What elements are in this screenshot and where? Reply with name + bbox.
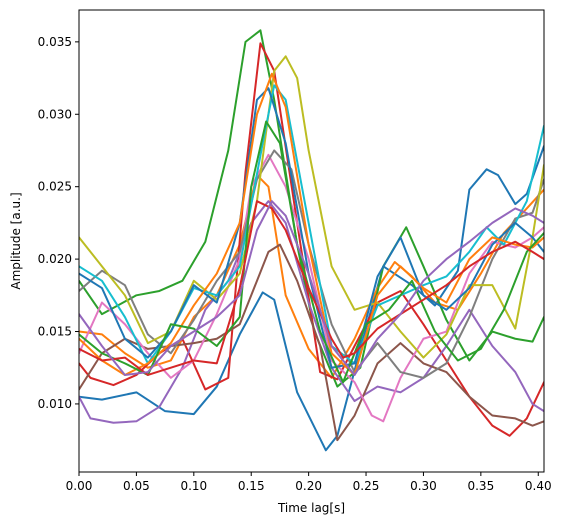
x-tick-label: 0.35 xyxy=(467,479,494,493)
series-line-12 xyxy=(79,72,544,376)
x-tick-label: 0.30 xyxy=(410,479,437,493)
y-tick-label: 0.035 xyxy=(38,35,72,49)
x-tick-label: 0.00 xyxy=(66,479,93,493)
y-axis-label: Amplitude [a.u.] xyxy=(9,192,23,289)
x-tick-label: 0.15 xyxy=(238,479,265,493)
x-tick-label: 0.25 xyxy=(353,479,380,493)
series-layer xyxy=(79,29,544,452)
x-tick-label: 0.20 xyxy=(295,479,322,493)
y-tick-label: 0.025 xyxy=(38,180,72,194)
x-axis: 0.00 0.05 0.10 0.15 0.20 0.25 0.30 0.35 0.40 xyxy=(66,472,552,493)
x-axis-label: Time lag[s] xyxy=(277,501,345,515)
y-tick-label: 0.030 xyxy=(38,107,72,121)
series-line-5 xyxy=(79,200,544,424)
series-line-14 xyxy=(79,200,544,376)
y-tick-label: 0.015 xyxy=(38,325,72,339)
x-tick-label: 0.05 xyxy=(123,479,150,493)
series-line-11 xyxy=(79,87,544,369)
x-tick-label: 0.40 xyxy=(525,479,552,493)
y-axis: 0.010 0.015 0.020 0.025 0.030 0.035 xyxy=(38,35,79,411)
y-tick-label: 0.020 xyxy=(38,252,72,266)
series-line-3 xyxy=(79,29,544,388)
x-tick-label: 0.10 xyxy=(180,479,207,493)
series-line-15 xyxy=(79,200,544,376)
plot-frame xyxy=(78,9,545,473)
series-line-2 xyxy=(79,174,544,379)
y-tick-label: 0.010 xyxy=(38,397,72,411)
